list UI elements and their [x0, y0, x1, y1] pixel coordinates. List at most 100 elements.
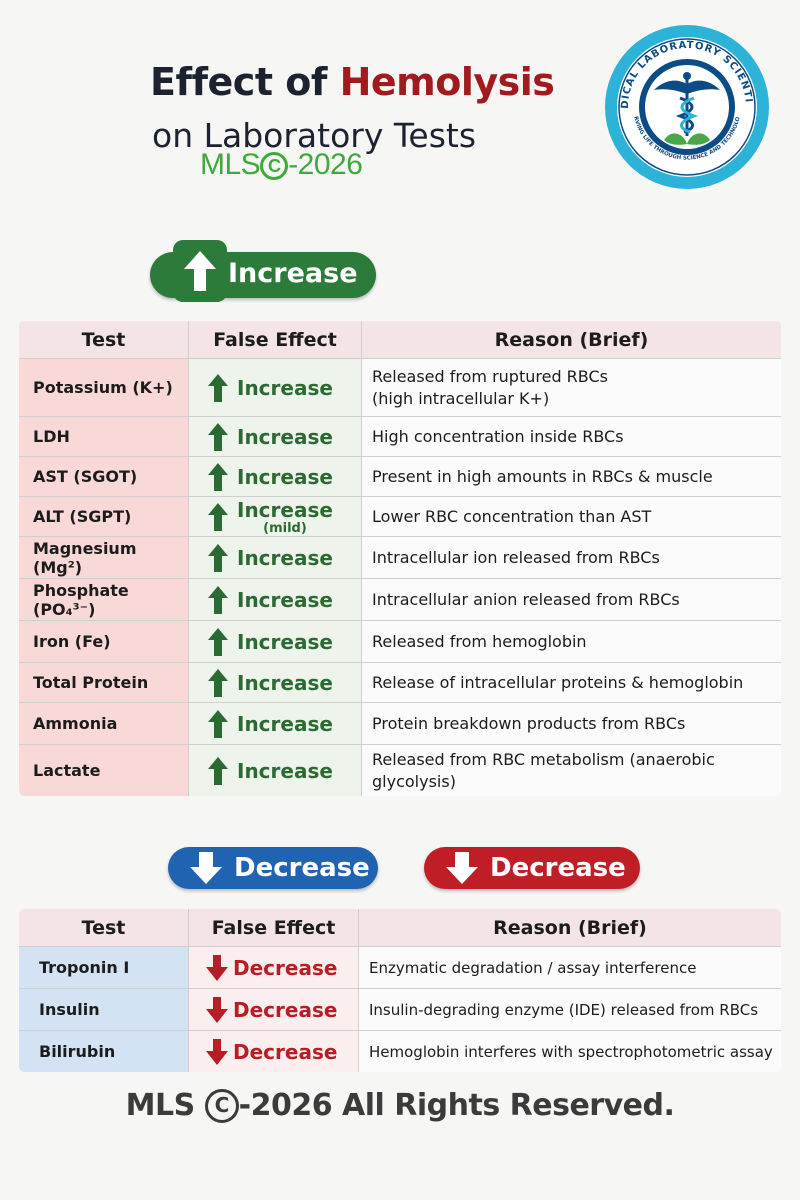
reason-cell: Hemoglobin interferes with spectrophotom… — [358, 1030, 781, 1072]
effect-label: Increase — [237, 671, 333, 695]
footer-copyright: MLS C -2026 All Rights Reserved. — [0, 1088, 800, 1123]
table-header-row: Test False Effect Reason (Brief) — [19, 321, 781, 359]
effect-text: Increase — [237, 629, 333, 654]
arrow-up-icon — [208, 462, 228, 491]
reason-cell: Insulin-degrading enzyme (IDE) released … — [358, 988, 781, 1031]
effect-label: Increase — [237, 630, 333, 654]
reason-cell: Release of intracellular proteins & hemo… — [361, 662, 781, 703]
arrow-down-icon — [446, 852, 478, 884]
arrow-up-icon — [184, 251, 216, 291]
arrow-up-icon — [208, 373, 228, 402]
test-name: AST (SGOT) — [19, 456, 189, 497]
reason-cell: Intracellular ion released from RBCs — [361, 536, 781, 579]
test-name: LDH — [19, 416, 189, 457]
arrow-down-icon — [206, 954, 228, 981]
title-accent: Hemolysis — [339, 60, 555, 104]
reason-cell: Released from RBC metabolism (anaerobic g… — [361, 744, 781, 796]
test-name: Lactate — [19, 744, 189, 796]
decrease-pill-red: Decrease — [424, 847, 640, 889]
brand-copyright-icon: C — [260, 152, 289, 180]
effect-label: Increase — [237, 759, 333, 783]
page-subtitle: on Laboratory Tests — [152, 116, 477, 155]
table-row: LDH Increase High concentration inside RBC… — [19, 416, 781, 457]
effect-wrap: Decrease — [189, 1038, 358, 1066]
effect-wrap: Increase — [189, 668, 361, 698]
arrow-up-icon — [208, 543, 228, 572]
effect-text: Decrease — [233, 1039, 338, 1064]
reason-text: Protein breakdown products from RBCs — [372, 713, 686, 733]
table-row: Ammonia Increase Protein breakdown product… — [19, 702, 781, 745]
effect-cell: Increase — [188, 456, 362, 497]
test-name: Phosphate (PO₄³⁻) — [19, 578, 189, 621]
reason-cell: High concentration inside RBCs — [361, 416, 781, 457]
effect-label: Increase — [237, 425, 333, 449]
test-name: Insulin — [19, 988, 189, 1031]
effect-wrap: Increase — [189, 543, 361, 573]
arrow-up-icon — [208, 502, 228, 531]
effect-cell: Increase — [188, 620, 362, 663]
column-header-reason: Reason (Brief) — [358, 909, 781, 947]
reason-cell: Intracellular anion released from RBCs — [361, 578, 781, 621]
effect-cell: Increase — [188, 536, 362, 579]
reason-cell: Enzymatic degradation / assay interferen… — [358, 946, 781, 989]
effect-text: Increase — [237, 670, 333, 695]
table-row: Troponin I Decrease Enzymatic degradation … — [19, 946, 781, 989]
test-name: Total Protein — [19, 662, 189, 703]
reason-text: Present in high amounts in RBCs & muscle — [372, 466, 713, 486]
effect-cell: Increase — [188, 744, 362, 796]
column-header-test: Test — [19, 909, 189, 947]
effect-wrap: Increase (mild) — [189, 498, 361, 535]
table-row: Insulin Decrease Insulin-degrading enzyme … — [19, 988, 781, 1031]
effect-wrap: Increase — [189, 756, 361, 786]
reason-text: Intracellular ion released from RBCs — [372, 547, 660, 567]
table-row: ALT (SGPT) Increase (mild) Lower RBC concen… — [19, 496, 781, 537]
table-row: Bilirubin Decrease Hemoglobin interferes w… — [19, 1030, 781, 1072]
increase-pill: Increase — [150, 240, 376, 302]
table-header-row: Test False Effect Reason (Brief) — [19, 909, 781, 947]
arrow-up-icon — [208, 668, 228, 697]
reason-text-cont: glycolysis) — [372, 771, 456, 791]
effect-wrap: Increase — [189, 422, 361, 452]
effect-cell: Decrease — [188, 988, 359, 1031]
test-name: Troponin I — [19, 946, 189, 989]
test-name: Potassium (K+) — [19, 358, 189, 417]
column-header-reason: Reason (Brief) — [361, 321, 781, 359]
decrease-pill-blue: Decrease — [168, 847, 378, 889]
increase-pill-label: Increase — [228, 258, 358, 289]
reason-cell: Released from hemoglobin — [361, 620, 781, 663]
effect-label: Increase — [237, 712, 333, 736]
effect-text: Decrease — [233, 955, 338, 980]
column-header-false-effect: False Effect — [188, 909, 359, 947]
test-name: Bilirubin — [19, 1030, 189, 1072]
reason-cell: Lower RBC concentration than AST — [361, 496, 781, 537]
decrease-pill-red-label: Decrease — [490, 853, 626, 883]
decrease-pill-blue-label: Decrease — [234, 853, 370, 883]
effect-text: Increase — [237, 545, 333, 570]
arrow-up-icon — [208, 627, 228, 656]
arrow-up-icon — [208, 585, 228, 614]
arrow-up-icon — [208, 422, 228, 451]
title-prefix: Effect of — [150, 60, 340, 104]
effect-text: Increase — [237, 424, 333, 449]
table-row: Magnesium (Mg²) Increase Intracellular ion… — [19, 536, 781, 579]
table-row: Iron (Fe) Increase Released from hemoglobi… — [19, 620, 781, 663]
effect-label: Increase — [237, 546, 333, 570]
table-row: Lactate Increase Released from RBC metabol… — [19, 744, 781, 796]
effect-cell: Increase — [188, 358, 362, 417]
effect-text: Increase — [237, 498, 333, 522]
effect-text: Increase — [237, 587, 333, 612]
caduceus-icon: MEDICAL LABORATORY SCIENTISTS SERVING LI… — [604, 24, 769, 189]
effect-cell: Decrease — [188, 1030, 359, 1072]
table-row: Total Protein Increase Release of intracel… — [19, 662, 781, 703]
brand-prefix: MLS — [200, 148, 261, 181]
effect-text: Increase — [237, 711, 333, 736]
footer-suffix: -2026 All Rights Reserved. — [238, 1088, 675, 1123]
effect-wrap: Increase — [189, 709, 361, 739]
brand-suffix: -2026 — [288, 148, 363, 181]
test-name: Iron (Fe) — [19, 620, 189, 663]
reason-text-cont: (high intracellular K+) — [372, 388, 550, 408]
effect-text: Increase — [237, 375, 333, 400]
effect-text: Decrease — [233, 997, 338, 1022]
reason-cell: Protein breakdown products from RBCs — [361, 702, 781, 745]
reason-text: Intracellular anion released from RBCs — [372, 589, 680, 609]
